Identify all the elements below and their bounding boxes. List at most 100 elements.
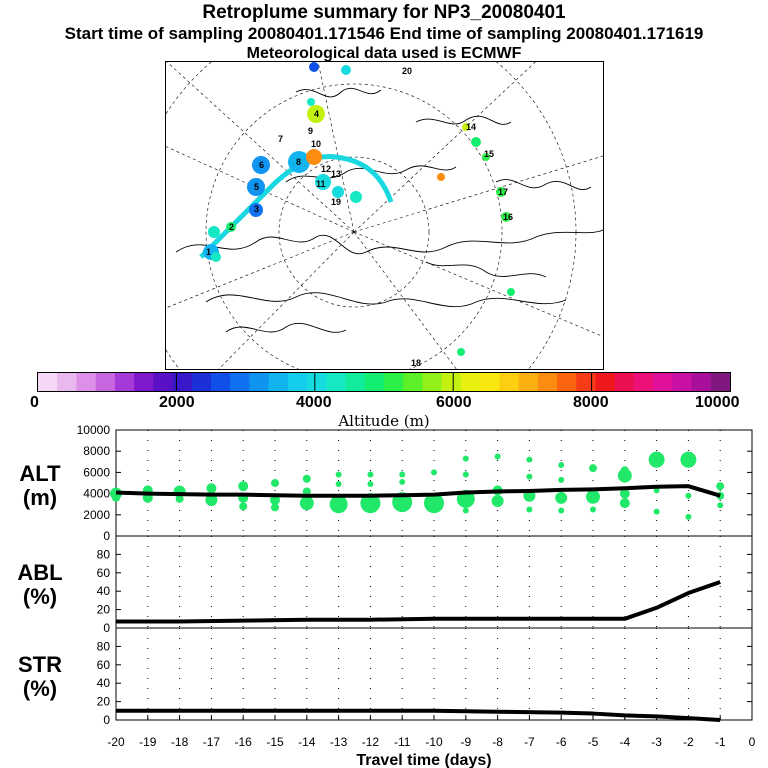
marker-dot [211,252,221,262]
y-tick-label: 40 [97,676,111,690]
panel-label: ABL [17,560,62,585]
marker-label: 20 [402,66,412,76]
y-tick-label: 0 [103,713,110,727]
marker-label: 3 [254,204,259,214]
colorbar-swatch [614,373,635,391]
colorbar-swatch [38,373,58,391]
x-tick-label: -6 [556,735,567,749]
colorbar-swatch [211,373,231,391]
marker-label: 1 [206,247,211,257]
y-tick-label: 40 [97,584,111,598]
marker-dot [457,348,465,356]
colorbar-swatch [307,373,327,391]
marker-label: 13 [331,169,341,179]
marker-label: 6 [259,160,264,170]
marker-dot [288,151,310,173]
cluster-dot [424,493,444,514]
y-tick-label: 60 [97,566,111,580]
colorbar-swatch [576,373,596,391]
panel-unit: (m) [23,485,57,510]
cluster-dot [299,496,314,511]
panel-unit: (%) [23,584,57,609]
y-tick-label: 60 [97,658,111,672]
colorbar-swatch [172,373,193,391]
colorbar-tick: 4000 [296,394,332,411]
cluster-dot [555,491,568,504]
colorbar-swatch [460,373,481,391]
cluster-dot [494,453,501,460]
colorbar-swatch [537,373,558,391]
colorbar-swatch [672,373,693,391]
y-tick-label: 2000 [83,508,110,522]
colorbar-swatch [653,373,673,391]
series-line [116,708,721,722]
cluster-dot [590,506,596,513]
marker-dot [208,226,220,238]
y-tick-label: 10000 [77,423,111,437]
x-tick-label: -10 [425,735,443,749]
colorbar-swatch [249,373,270,391]
marker-dot [226,222,236,232]
cluster-dot [558,476,565,483]
cluster-dot [360,493,381,514]
marker-label: 4 [314,109,319,119]
colorbar-swatch [57,373,77,391]
panel-frame [115,535,753,629]
x-tick-label: -11 [394,735,411,749]
x-tick-label: -8 [492,735,503,749]
cluster-dot [589,464,597,473]
marker-dot [482,153,490,161]
colorbar-swatch [134,373,154,391]
marker-label: 17 [498,187,508,197]
colorbar-swatch [287,373,308,391]
marker-dot [307,105,325,123]
cluster-dot [462,455,469,462]
marker-label: 15 [484,149,494,159]
time-series-panels: 0200040006000800010000ALT(m)020406080ABL… [17,423,755,768]
colorbar-swatch [518,373,539,391]
cluster-dot [526,506,533,513]
x-tick-label: -16 [235,735,253,749]
cluster-dot [367,471,374,478]
marker-dot [247,178,265,196]
cluster-dot [399,478,406,485]
x-tick-label: -17 [203,735,221,749]
x-tick-label: -18 [171,735,189,749]
marker-label: 11 [316,179,326,189]
cluster-dot [680,451,697,468]
x-tick-label: -19 [139,735,157,749]
x-tick-label: -2 [683,735,694,749]
colorbar-swatch [76,373,97,391]
marker-label: 7 [278,134,283,144]
cluster-dot [335,471,342,478]
colorbar-swatch [114,373,135,391]
cluster-dot [716,482,725,491]
cluster-dot [431,469,437,476]
marker-dot [501,212,511,222]
marker-dot [462,123,470,131]
cluster-dot [335,481,342,488]
cluster-dot [271,503,279,512]
marker-dot [306,149,322,165]
marker-label: 18 [411,358,421,368]
marker-dot [471,137,481,147]
colorbar-swatch [441,373,462,391]
polar-map-drawing: 1 2 3 4 5 6 7 8 9 10 11 12 13 14 15 16 1… [166,62,603,369]
cluster-dot [239,502,248,511]
cluster-dot [462,507,469,514]
x-tick-label: -15 [266,735,284,749]
cluster-dot [205,493,218,506]
altitude-colorbar [37,372,731,392]
y-tick-label: 6000 [83,465,110,479]
series-line [115,484,721,498]
cluster-dot [619,498,630,509]
trajectory-markers [203,62,515,356]
x-axis-label: Travel time (days) [356,752,491,768]
marker-label: 10 [311,139,321,149]
x-tick-label: -4 [619,735,630,749]
marker-dot [507,288,515,296]
cluster-dot [462,471,469,478]
colorbar-swatch [557,373,577,391]
cluster-dot [617,468,632,483]
y-tick-label: 0 [103,621,110,635]
